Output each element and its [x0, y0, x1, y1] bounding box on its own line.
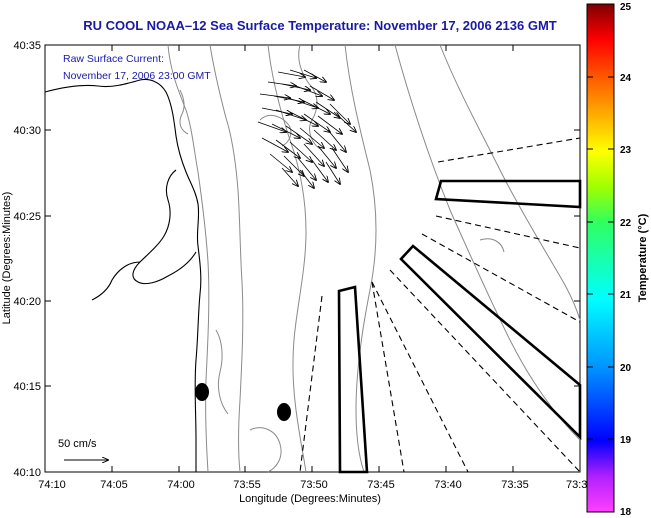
y-tick-label: 40:30	[13, 125, 41, 137]
radial-line-se	[389, 269, 581, 473]
current-vector	[257, 121, 286, 132]
x-tick-label: 73:50	[300, 479, 328, 491]
x-axis-label: Longitude (Degrees:Minutes)	[239, 493, 381, 505]
radial-lines	[299, 137, 581, 473]
current-vector	[289, 69, 316, 78]
current-vector	[289, 111, 318, 126]
current-vector	[281, 167, 298, 186]
current-vector	[289, 141, 312, 162]
contour-6	[439, 44, 581, 321]
current-vector	[325, 161, 340, 184]
current-vector	[275, 139, 300, 158]
colorbar-tick: 25	[620, 2, 632, 13]
beam-east	[434, 179, 582, 209]
colorbar: 18 19 20 21 22 23 24 25 Temperature (°C)	[586, 2, 649, 518]
plot-frame	[44, 44, 581, 473]
current-vector	[303, 69, 326, 82]
x-tick-label: 73:35	[501, 479, 529, 491]
current-vector	[315, 101, 340, 118]
colorbar-tick: 19	[620, 435, 632, 446]
colorbar-tick: 21	[620, 290, 632, 301]
current-vector	[277, 71, 305, 77]
scale-label: 50 cm/s	[58, 438, 97, 450]
current-vector	[295, 85, 322, 96]
current-vector	[281, 83, 310, 90]
contour-11	[179, 89, 189, 135]
contour-12	[479, 238, 505, 253]
x-tick-label: 73:55	[233, 479, 261, 491]
current-vector	[275, 109, 306, 120]
station-marker	[277, 403, 291, 421]
current-label: Raw Surface Current:	[63, 53, 164, 65]
current-vector	[333, 111, 356, 132]
y-tick-label: 40:15	[13, 381, 41, 393]
contour-8	[259, 114, 292, 147]
y-tick-label: 40:35	[13, 40, 41, 52]
colorbar-tick: 20	[620, 363, 632, 374]
y-axis-label: Latitude (Degrees:Minutes)	[1, 192, 13, 325]
colorbar-scale	[586, 3, 615, 513]
x-tick-label: 74:05	[100, 479, 128, 491]
current-timestamp: November 17, 2006 23:00 GMT	[63, 70, 211, 82]
radial-line-ssw	[371, 281, 469, 473]
colorbar-tick: 24	[620, 73, 632, 84]
current-vector	[311, 159, 328, 182]
current-vector	[287, 97, 318, 108]
y-tick-label: 40:25	[13, 211, 41, 223]
figure-title: RU COOL NOAA–12 Sea Surface Temperature:…	[83, 18, 557, 33]
current-vector	[261, 107, 292, 114]
current-vector	[299, 127, 324, 148]
y-tick-label: 40:10	[13, 467, 41, 479]
colorbar-label: Temperature (°C)	[637, 213, 649, 302]
coastline-river	[91, 261, 141, 301]
contour-4	[344, 44, 377, 473]
beam-southeast	[399, 244, 582, 441]
contour-2	[209, 44, 244, 473]
radar-beams	[337, 179, 582, 474]
current-vector	[309, 85, 334, 100]
contour-5	[394, 44, 581, 441]
current-vector	[299, 169, 314, 188]
x-tick-label: 73:3	[566, 479, 587, 491]
current-vector	[261, 137, 288, 152]
current-vector	[331, 147, 348, 172]
coastline-main	[44, 78, 202, 472]
current-vector	[283, 155, 304, 176]
station-marker	[195, 383, 209, 401]
colorbar-tick: 22	[620, 218, 632, 229]
current-vector	[297, 157, 316, 180]
current-vectors	[257, 69, 356, 188]
current-vector	[317, 145, 336, 168]
y-axis: 40:10 40:15 40:20 40:25 40:30 40:35 Lati…	[1, 40, 580, 479]
coastline	[44, 78, 202, 472]
x-tick-label: 74:10	[38, 479, 66, 491]
current-vector	[269, 153, 292, 172]
current-vector	[327, 129, 346, 152]
current-vector	[271, 123, 300, 138]
x-tick-label: 73:45	[367, 479, 395, 491]
x-tick-label: 73:40	[434, 479, 462, 491]
current-vector	[303, 143, 324, 166]
current-vector	[285, 125, 312, 144]
x-tick-label: 74:00	[167, 479, 195, 491]
beam-south	[337, 285, 369, 474]
current-vector	[301, 99, 330, 114]
colorbar-tick: 23	[620, 145, 632, 156]
current-vector	[329, 103, 350, 124]
y-tick-label: 40:20	[13, 296, 41, 308]
colorbar-tick: 18	[620, 507, 632, 518]
contour-9	[215, 329, 229, 415]
current-vector	[317, 115, 342, 134]
contour-10	[249, 427, 282, 473]
x-axis: 74:10 74:05 74:00 73:55 73:50 73:45 73:4…	[38, 45, 587, 505]
current-vector	[273, 95, 304, 102]
current-vector	[303, 113, 330, 132]
current-vector	[313, 129, 336, 150]
